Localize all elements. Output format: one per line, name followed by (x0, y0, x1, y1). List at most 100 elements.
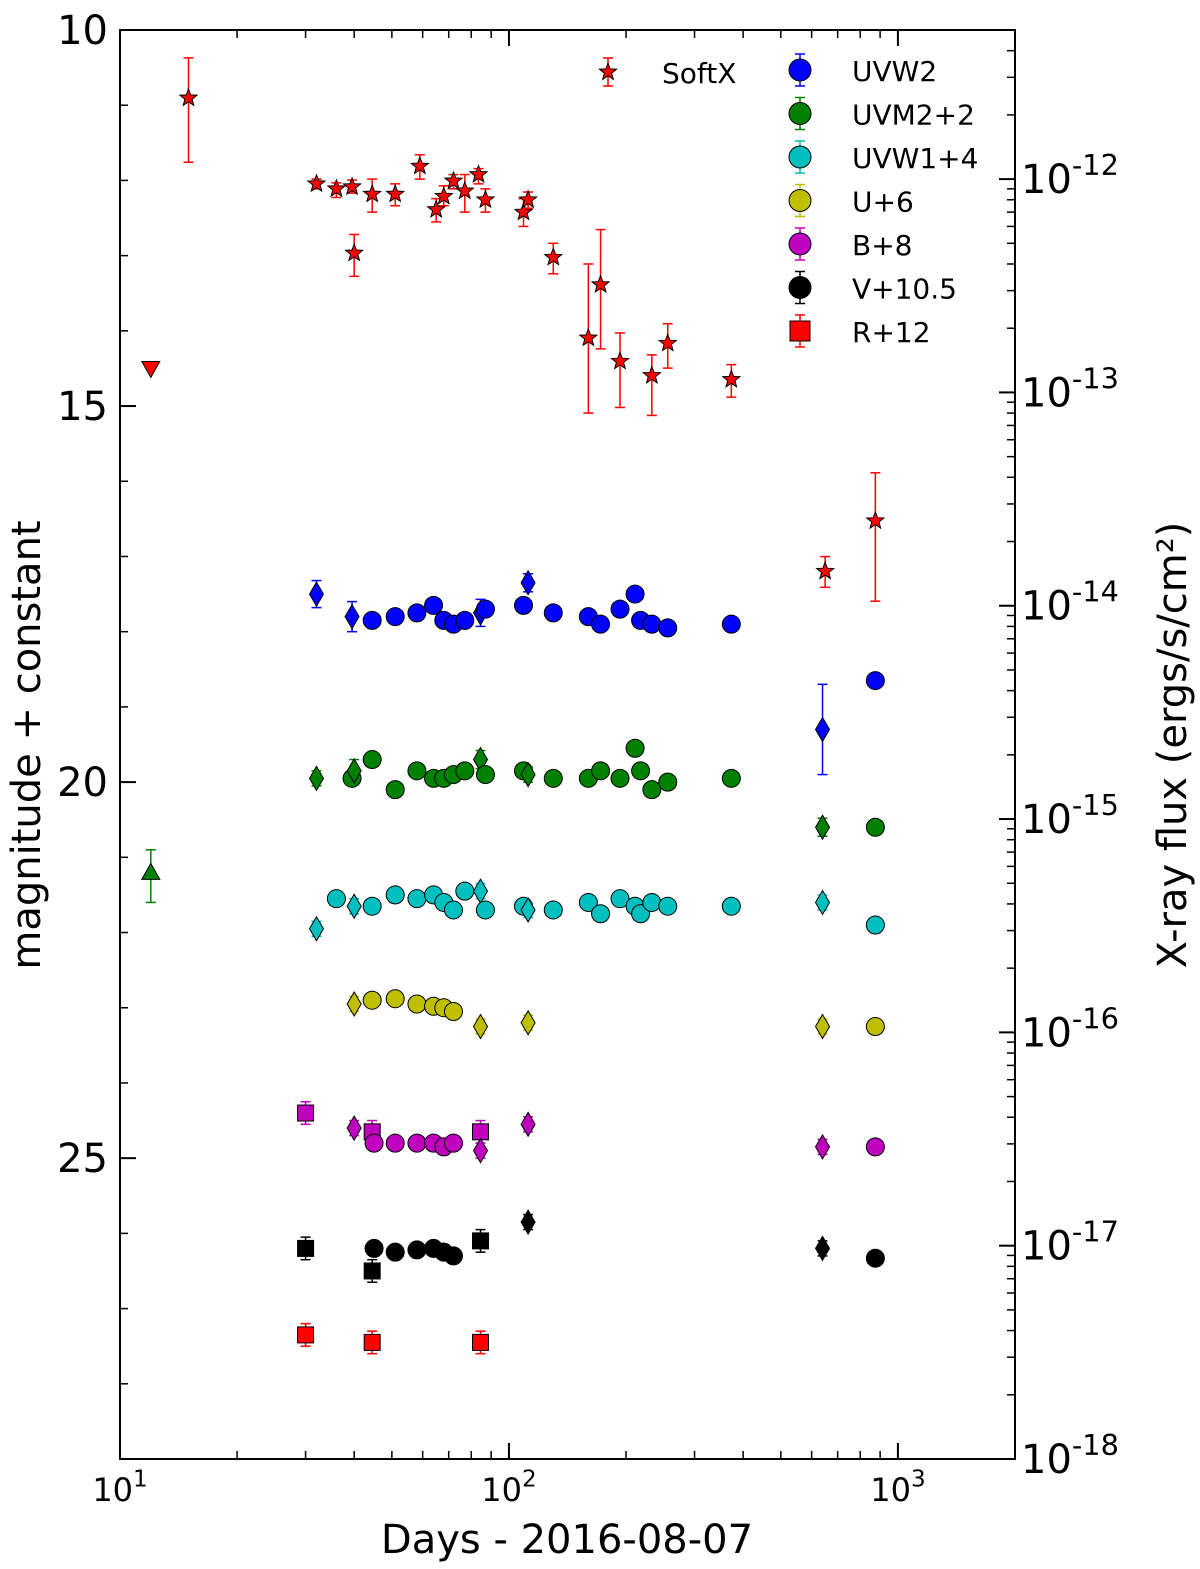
uvw2-point (658, 618, 678, 638)
uvw1-4-point (578, 892, 598, 912)
v-10-5-point (443, 1246, 463, 1266)
uvw1-4-point (543, 900, 563, 920)
uvm2-2-point (814, 814, 831, 841)
uvw2-point (455, 610, 475, 630)
x-tick-label: 101 (92, 1467, 147, 1509)
legend-u-6-label: U+6 (852, 186, 914, 219)
uvw1-4-point (591, 904, 611, 924)
legend-b-8-marker (788, 232, 812, 256)
uvw2-point (424, 595, 444, 615)
b-8-point (520, 1111, 536, 1138)
uvm2-2-point (362, 750, 382, 770)
uvm2-2-point (631, 761, 651, 781)
uvw1-4-point (308, 915, 325, 942)
legend-uvm2-2-marker (788, 102, 812, 125)
v-10-5-point (814, 1235, 831, 1262)
uvm2-2-point (591, 761, 611, 781)
uvw1-4-point (814, 889, 831, 916)
v-10-5-point (865, 1248, 885, 1268)
legend-uvw1-4-marker (788, 145, 812, 169)
u-6-point (520, 1009, 536, 1036)
softx-point (513, 201, 534, 221)
v-10-5-point (364, 1238, 384, 1258)
uvw1-4-point (326, 889, 346, 909)
uvw2-point (610, 599, 630, 619)
uvw1-4-point (346, 893, 362, 920)
x-tick-label: 103 (870, 1467, 925, 1509)
uvw1-4-point (631, 904, 651, 924)
softx-point (815, 560, 836, 580)
uvw1-4-point (407, 889, 427, 909)
softx-point (657, 332, 678, 352)
uvm2-2-point (407, 761, 427, 781)
r-12-point (472, 1333, 490, 1351)
uvw1-4-point (520, 896, 536, 923)
softx-point (641, 365, 662, 384)
u-6-point (472, 1013, 489, 1040)
softx-point (454, 180, 475, 200)
y-right-tick-label: 10-17 (1021, 1215, 1119, 1270)
uvw2-point (344, 603, 360, 630)
y-right-tick-label: 10-18 (1021, 1428, 1119, 1483)
y-left-tick-label: 10 (57, 8, 108, 54)
uvm2-2-point (385, 780, 405, 800)
uvw2-point (475, 599, 495, 619)
u-6-point (865, 1017, 885, 1037)
uvw2-point (591, 614, 611, 634)
uvm2-2-point (658, 772, 678, 792)
softx-point (385, 183, 406, 203)
v-10-5-point (363, 1262, 381, 1280)
uvw1-4-point (455, 881, 475, 901)
r-12-point (363, 1333, 381, 1351)
uvw2-point (625, 584, 645, 604)
uvw2-point (721, 614, 741, 634)
b-8-point (385, 1133, 405, 1153)
x-axis-title: Days - 2016-08-07 (381, 1517, 753, 1563)
plot-frame (119, 29, 1016, 1460)
y-axis-title-right: X-ray flux (ergs/s/cm²) (1150, 522, 1196, 969)
legend: SoftX UVW2 UVM2+2 UVW1+4 U+6 B+8 V+10.5 R+12 (598, 53, 978, 349)
uvm2-2-point (520, 761, 536, 788)
legend-uvw2-label: UVW2 (852, 55, 937, 88)
uvw1-4-point (385, 885, 405, 905)
uvw2-point (308, 581, 325, 608)
softx-point (326, 178, 347, 198)
early-point (140, 862, 161, 880)
b-8-point (297, 1104, 315, 1122)
uvw1-4-point (865, 915, 885, 935)
v-10-5-point (472, 1232, 490, 1250)
uvm2-2-point (642, 780, 662, 800)
uvm2-2-point (308, 765, 325, 792)
softx-point (468, 164, 489, 184)
softx-point (475, 189, 496, 209)
uvm2-2-point (610, 768, 630, 788)
uvw1-4-point (443, 900, 463, 920)
legend-uvm2-2-label: UVM2+2 (852, 99, 975, 132)
u-6-point (814, 1013, 831, 1040)
legend-b-8-label: B+8 (852, 229, 912, 262)
uvm2-2-point (543, 768, 563, 788)
uvw2-point (642, 614, 662, 634)
b-8-point (364, 1133, 384, 1153)
uvw2-point (814, 716, 831, 743)
uvm2-2-point (865, 817, 885, 837)
y-right-tick-label: 10-14 (1021, 575, 1119, 630)
uvm2-2-point (625, 738, 645, 758)
u-6-point (385, 989, 405, 1009)
softx-point (344, 242, 365, 262)
softx-series (178, 57, 886, 602)
v-10-5-point (520, 1209, 536, 1236)
v-10-5-point (297, 1239, 315, 1257)
b-8-point (407, 1133, 427, 1153)
uvm2-2-point (455, 761, 475, 781)
softx-point (426, 199, 447, 218)
uvm2-2-point (346, 757, 362, 784)
legend-v-10-5-label: V+10.5 (852, 273, 957, 306)
uvot-series (140, 360, 885, 1355)
uvw2-point (865, 671, 885, 691)
legend-softx-marker (598, 61, 618, 81)
softx-point (362, 183, 383, 203)
y-left-tick-label: 25 (57, 1136, 108, 1182)
b-8-point (443, 1133, 463, 1153)
